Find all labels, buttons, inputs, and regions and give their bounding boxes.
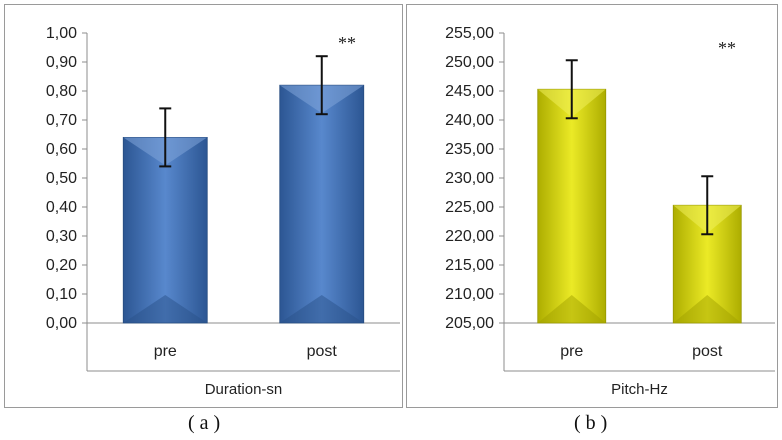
caption-b: ( b )	[574, 412, 608, 434]
y-tick-label: 0,00	[46, 315, 77, 332]
y-tick-label: 250,00	[445, 54, 494, 71]
y-tick-label: 210,00	[445, 286, 494, 303]
bar-bottom-bevel	[123, 295, 208, 323]
bar-bottom-bevel	[673, 295, 742, 323]
chart-panel-b: 205,00 210,00 215,00 220,00 225,00 230,00 235,…	[406, 4, 778, 408]
y-tick-label: 235,00	[445, 141, 494, 158]
y-tick-label: 225,00	[445, 199, 494, 216]
bar-pre	[537, 88, 607, 324]
category-label-pre: pre	[154, 343, 177, 360]
chart-a-svg: 0,00 0,10 0,20 0,30 0,40 0,50 0,60 0,70 0,80 0,90…	[46, 25, 400, 398]
significance-annotation: **	[338, 33, 356, 53]
chart-panel-a: 0,00 0,10 0,20 0,30 0,40 0,50 0,60 0,70 0,80 0,90…	[4, 4, 403, 408]
y-tick-label: 0,40	[46, 199, 77, 216]
y-tick-label: 245,00	[445, 83, 494, 100]
y-tick-label: 0,90	[46, 54, 77, 71]
y-tick-label: 230,00	[445, 170, 494, 187]
y-tick-label: 0,20	[46, 257, 77, 274]
y-tick-label: 0,10	[46, 286, 77, 303]
y-tick-label: 0,30	[46, 228, 77, 245]
y-tick-label: 0,50	[46, 170, 77, 187]
y-tick-label: 0,60	[46, 141, 77, 158]
y-tick-label: 0,70	[46, 112, 77, 129]
significance-annotation: **	[718, 38, 736, 58]
y-tick-label: 1,00	[46, 25, 77, 42]
y-tick-label: 0,80	[46, 83, 77, 100]
category-label-pre: pre	[560, 343, 583, 360]
caption-a: ( a )	[188, 412, 221, 434]
chart-b-svg: 205,00 210,00 215,00 220,00 225,00 230,00 235,…	[445, 25, 775, 398]
bar-post	[279, 84, 365, 324]
category-label-post: post	[692, 343, 723, 360]
x-axis-title: Duration-sn	[205, 381, 283, 398]
y-tick-label: 220,00	[445, 228, 494, 245]
bar-bottom-bevel	[537, 295, 606, 323]
category-label-post: post	[307, 343, 338, 360]
bar-pre	[122, 136, 208, 324]
y-tick-label: 255,00	[445, 25, 494, 42]
y-tick-label: 205,00	[445, 315, 494, 332]
y-tick-label: 215,00	[445, 257, 494, 274]
y-tick-label: 240,00	[445, 112, 494, 129]
bar-bottom-bevel	[279, 295, 364, 323]
x-axis-title: Pitch-Hz	[611, 381, 668, 398]
